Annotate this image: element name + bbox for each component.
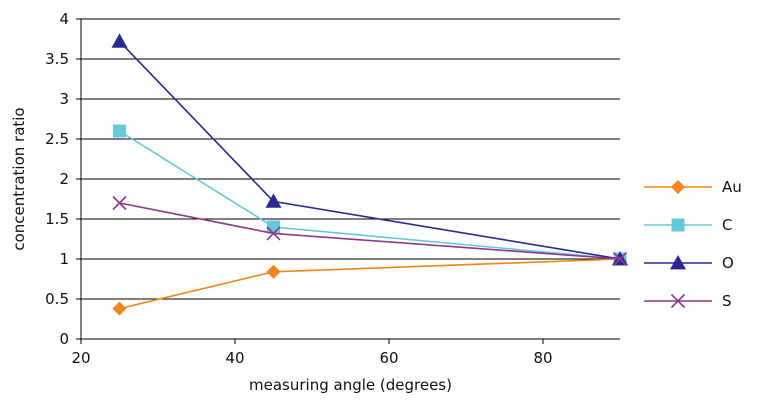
x-tick-label: 60 bbox=[379, 349, 398, 367]
data-point bbox=[266, 264, 281, 279]
data-point bbox=[612, 251, 628, 267]
legend-marker bbox=[671, 218, 685, 232]
series-c bbox=[113, 124, 627, 266]
data-point bbox=[266, 226, 281, 241]
data-point bbox=[111, 33, 128, 48]
data-point bbox=[113, 124, 126, 138]
series-au bbox=[112, 252, 627, 316]
gridlines bbox=[81, 18, 620, 300]
data-point bbox=[112, 195, 127, 211]
y-axis-title: concentration ratio bbox=[10, 107, 28, 250]
x-tick-label: 20 bbox=[71, 349, 90, 367]
y-tick-label: 0 bbox=[59, 330, 69, 348]
series-lines bbox=[111, 33, 628, 316]
x-tick-label: 40 bbox=[225, 349, 244, 367]
data-point bbox=[267, 220, 280, 234]
series-line bbox=[119, 202, 621, 260]
y-tick-label: 3 bbox=[59, 90, 69, 108]
legend-label: O bbox=[722, 254, 734, 272]
series-line bbox=[118, 40, 621, 260]
data-point bbox=[112, 301, 127, 316]
legend: Au C O S bbox=[644, 178, 742, 310]
legend-marker bbox=[670, 293, 686, 309]
series-line bbox=[119, 258, 621, 310]
series-o bbox=[111, 33, 628, 266]
y-tick-label: 4 bbox=[59, 10, 69, 28]
legend-item-s: S bbox=[644, 292, 732, 310]
y-tick-label: 1 bbox=[59, 250, 69, 268]
legend-item-au: Au bbox=[644, 178, 742, 196]
y-tick-label: 1.5 bbox=[45, 210, 69, 228]
y-tick-label: 3.5 bbox=[45, 50, 69, 68]
legend-item-c: C bbox=[644, 216, 732, 234]
series-s bbox=[112, 195, 628, 267]
data-point bbox=[265, 193, 282, 208]
legend-marker bbox=[671, 180, 685, 194]
legend-label: S bbox=[722, 292, 732, 310]
legend-marker bbox=[670, 255, 686, 270]
x-axis-title: measuring angle (degrees) bbox=[249, 376, 452, 394]
y-tick-label: 2 bbox=[59, 170, 69, 188]
x-tick-label: 80 bbox=[533, 349, 552, 367]
legend-label: C bbox=[722, 216, 732, 234]
y-tick-label: 0.5 bbox=[45, 290, 69, 308]
tick-labels: 0 0.5 1 1.5 2 2.5 3 3.5 4 20 40 60 80 bbox=[45, 10, 552, 367]
legend-label: Au bbox=[722, 178, 742, 196]
y-tick-label: 2.5 bbox=[45, 130, 69, 148]
legend-item-o: O bbox=[644, 254, 734, 272]
